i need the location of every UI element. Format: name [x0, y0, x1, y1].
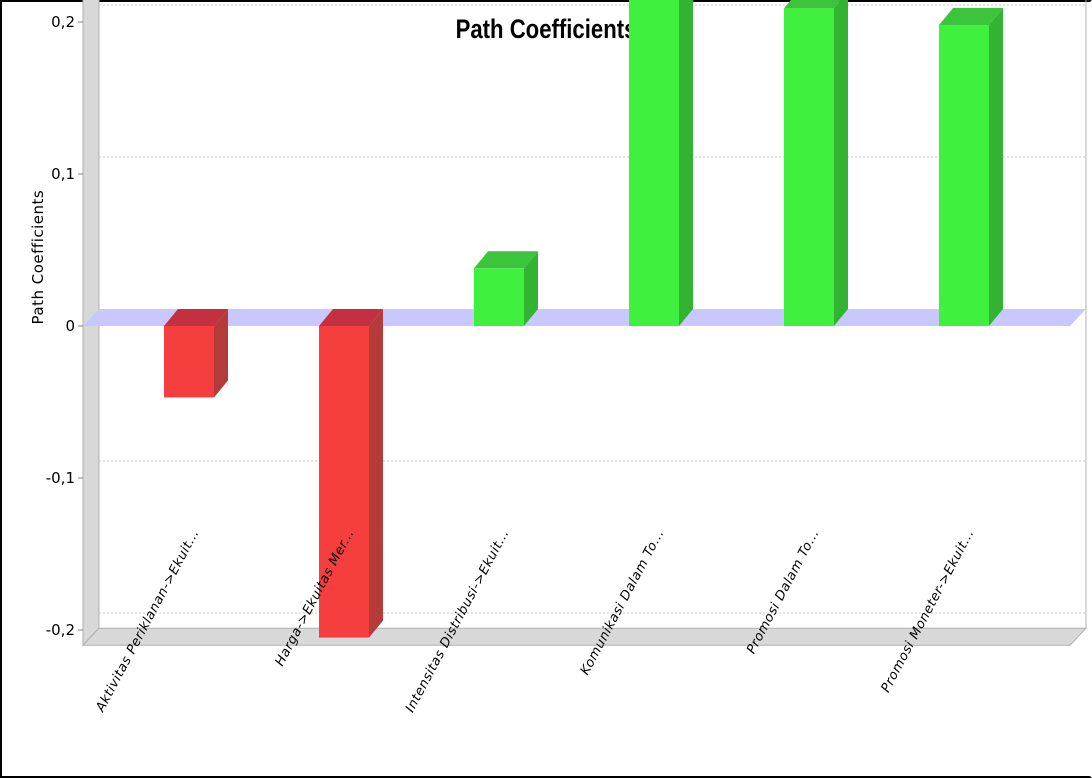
- x-category-label: Intensitas Distribusi->Ekuit...: [403, 527, 513, 715]
- floor: [81, 627, 1088, 646]
- bar-front: [474, 268, 524, 326]
- bar-front: [784, 8, 834, 326]
- bar: [474, 251, 538, 326]
- bar-front: [164, 326, 214, 398]
- x-category-label: Promosi Moneter->Ekuit...: [879, 527, 978, 695]
- chart-title: Path Coefficients: [455, 14, 637, 44]
- bar-top: [164, 309, 228, 326]
- y-tick-label: 0: [65, 317, 75, 335]
- bar-side: [834, 0, 848, 326]
- bar-front: [629, 0, 679, 326]
- x-category-label: Komunikasi Dalam To...: [578, 527, 668, 678]
- bar: [319, 309, 383, 638]
- zero-band: [83, 309, 1086, 326]
- x-category-label: Aktivitas Periklanan->Ekuit...: [93, 527, 203, 715]
- bar-top: [784, 0, 841, 9]
- bar-side: [524, 251, 538, 326]
- bar-front: [939, 25, 989, 326]
- bar: [784, 0, 848, 326]
- y-tick-label: 0,1: [51, 165, 75, 183]
- y-axis-title: Path Coefficients: [29, 190, 47, 325]
- bar: [629, 0, 693, 326]
- y-tick-label: -0,2: [46, 621, 75, 639]
- bar: [939, 8, 1003, 326]
- bar-side: [679, 0, 693, 326]
- bar-side: [369, 309, 383, 638]
- bar-front: [319, 326, 369, 638]
- y-tick-label: 0,2: [51, 13, 75, 31]
- bar: [164, 309, 228, 398]
- bar-side: [989, 8, 1003, 326]
- bar-side: [214, 309, 228, 398]
- bar-top: [939, 8, 1003, 26]
- y-tick-label: -0,1: [46, 469, 75, 487]
- bar-top: [319, 309, 383, 326]
- bar-top: [474, 251, 538, 269]
